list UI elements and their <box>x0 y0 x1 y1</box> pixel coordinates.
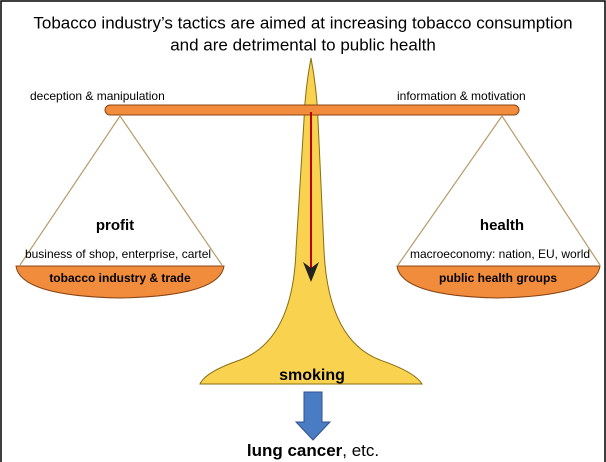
pan-subtitle: business of shop, enterprise, cartel <box>25 247 211 261</box>
base-label: smoking <box>279 367 345 384</box>
outcome: lung cancer, etc. <box>247 441 379 460</box>
pan-subtitle: macroeconomy: nation, EU, world <box>410 247 590 261</box>
pan-heading: profit <box>96 217 134 234</box>
beam-label: deception & manipulation <box>30 89 165 103</box>
pan-label: tobacco industry & trade <box>49 271 191 285</box>
diagram: Tobacco industry’s tactics are aimed at … <box>0 0 606 462</box>
title-line: Tobacco industry’s tactics are aimed at … <box>33 13 572 32</box>
outcome-rest: , etc. <box>342 441 379 460</box>
outcome-bold: lung cancer <box>247 441 343 460</box>
pan-heading: health <box>480 217 524 234</box>
pan-label: public health groups <box>439 271 557 285</box>
title-line: and are detrimental to public health <box>170 35 436 54</box>
beam-label: information & motivation <box>397 89 526 103</box>
